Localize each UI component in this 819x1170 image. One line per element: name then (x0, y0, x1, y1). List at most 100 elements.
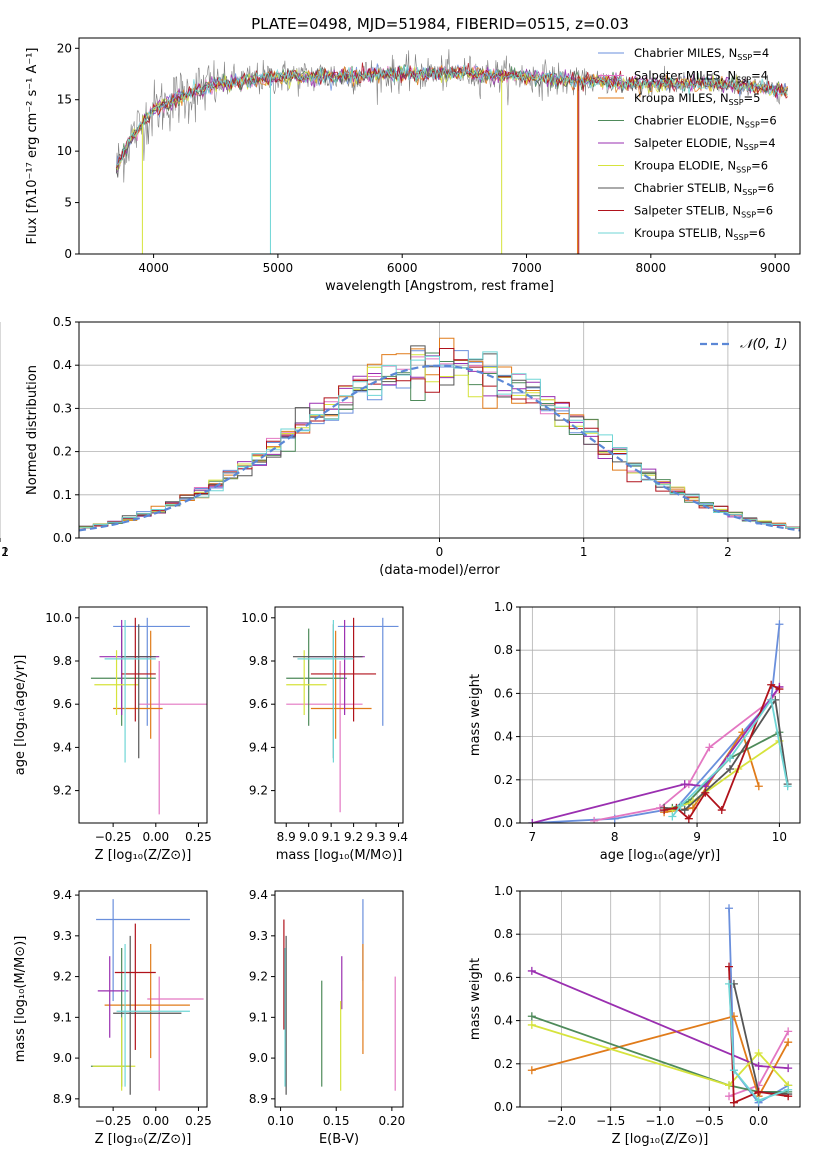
legend-label-tail: =6 (756, 204, 773, 218)
y-axis-label: Normed distribution (25, 365, 40, 495)
weight-marker (726, 754, 734, 763)
y-tick-label: 10.0 (241, 611, 268, 625)
panel-age-vs-Z: −0.25 0.00 0.25 9.2 9.4 9.6 9.8 10.0 Z [log₁₀(Z/… (13, 606, 212, 863)
weight-marker (725, 1081, 734, 1090)
y-tick-label: 9.4 (249, 740, 268, 754)
legend-label-tail: =4 (751, 69, 768, 83)
y-tick-label: 0.0 (494, 816, 513, 830)
axes-frame (78, 606, 208, 824)
x-tick-label: 0.25 (185, 1114, 212, 1128)
legend-label-sub: SSP (742, 188, 757, 197)
plot-area (115, 49, 788, 254)
y-tick-label: 8.9 (53, 1092, 72, 1106)
axes-frame (519, 606, 801, 824)
y-tick-label: 9.2 (249, 970, 268, 984)
x-tick-label: 0.10 (267, 1114, 294, 1128)
legend-label-tail: =6 (749, 226, 766, 240)
x-tick-label: 0.25 (185, 830, 212, 844)
legend-label-sub: SSP (736, 166, 751, 175)
y-tick-label: 0.2 (53, 445, 72, 459)
axes-frame (274, 890, 404, 1108)
legend-label-base: Salpeter MILES, N (634, 69, 736, 83)
weight-marker (784, 1027, 793, 1036)
y-axis-label: mass [log₁₀(M/M⊙)] (13, 936, 28, 1063)
legend-label: Chabrier MILES, NSSP=4 (634, 46, 769, 62)
y-tick-label: 9.1 (249, 1010, 268, 1024)
weight-marker (527, 1066, 536, 1075)
weight-line (531, 1015, 789, 1093)
y-tick-label: 20 (57, 41, 72, 55)
x-tick-label: 8000 (636, 261, 667, 275)
x-tick-label: 8 (611, 830, 619, 844)
spectrum-model-line (115, 65, 788, 174)
x-tick-label: −1.5 (596, 1114, 625, 1128)
plot-area (527, 904, 793, 1107)
weight-marker (725, 979, 734, 988)
weight-marker (668, 812, 677, 821)
legend-label-tail: =5 (744, 91, 761, 105)
panel-weight-vs-age: 7 8 9 10 0.0 0.2 0.4 0.6 0.8 1.0 age [log₁₀(age/yr… (468, 600, 801, 863)
x-tick-label: −1.0 (645, 1114, 674, 1128)
weight-marker (725, 904, 734, 913)
weight-marker (528, 819, 537, 823)
y-tick-label: 9.0 (249, 1051, 268, 1065)
x-tick-label: 9.3 (367, 830, 386, 844)
weight-marker (754, 782, 763, 791)
plot-area (90, 899, 204, 1095)
weight-marker (717, 806, 726, 815)
x-tick-label: −2.0 (547, 1114, 576, 1128)
weight-marker (754, 1096, 763, 1105)
x-tick-label: 9000 (760, 261, 791, 275)
weight-marker (680, 806, 689, 815)
x-tick-label: 9.2 (344, 830, 363, 844)
x-tick-label: −0.25 (95, 830, 132, 844)
y-tick-label: 0.4 (494, 730, 513, 744)
weight-line (728, 983, 789, 1102)
weight-marker (725, 962, 734, 971)
y-axis-label: age [log₁₀(age/yr)] (13, 655, 28, 776)
legend-label-sub: SSP (729, 98, 744, 107)
y-tick-label: 9.2 (53, 970, 72, 984)
y-tick-label: 0.0 (494, 1100, 513, 1114)
weight-marker (784, 1085, 793, 1094)
y-tick-label: 1.0 (494, 600, 513, 614)
weight-marker (729, 1066, 738, 1075)
weight-marker (767, 680, 776, 689)
legend-label-sub: SSP (736, 76, 751, 85)
weight-marker (754, 1061, 763, 1070)
y-tick-label: 9.2 (249, 784, 268, 798)
weight-line (532, 686, 781, 823)
weight-line (532, 624, 781, 823)
weight-marker (784, 1038, 793, 1047)
spectrum-model-line (115, 62, 788, 169)
x-tick-label: 0.00 (142, 830, 169, 844)
y-axis-label: mass weight (468, 958, 483, 1040)
legend-label: Salpeter ELODIE, NSSP=4 (634, 136, 776, 152)
weight-line (531, 1024, 789, 1087)
legend-label-base: Kroupa MILES, N (634, 91, 729, 105)
axes-frame (78, 321, 801, 539)
x-axis-label: (data-model)/error (379, 563, 500, 578)
x-tick-label: 0.0 (749, 1114, 768, 1128)
legend-label-tail: =6 (757, 181, 774, 195)
panel-mass-vs-Z: −0.25 0.00 0.25 8.9 9.0 9.1 9.2 9.3 9.4 Z [log₁₀(… (13, 888, 212, 1147)
x-tick-label: 10 (772, 830, 787, 844)
y-tick-label: 10 (57, 144, 72, 158)
y-tick-label: 9.3 (249, 929, 268, 943)
weight-marker (684, 814, 693, 823)
plot-area (90, 617, 207, 815)
figure-title: PLATE=0498, MJD=51984, FIBERID=0515, z=0… (251, 15, 629, 33)
legend-label-base: Salpeter STELIB, N (634, 204, 741, 218)
plot-area (286, 617, 399, 813)
legend-label: Chabrier STELIB, NSSP=6 (634, 181, 774, 197)
x-tick-label: 0 (436, 545, 444, 559)
weight-marker (527, 966, 536, 975)
y-tick-label: 0.8 (494, 927, 513, 941)
y-tick-label: 0.3 (53, 401, 72, 415)
legend-label-tail: =4 (752, 46, 769, 60)
weight-marker (783, 782, 792, 791)
weight-marker (680, 780, 689, 789)
weight-line (672, 731, 780, 809)
